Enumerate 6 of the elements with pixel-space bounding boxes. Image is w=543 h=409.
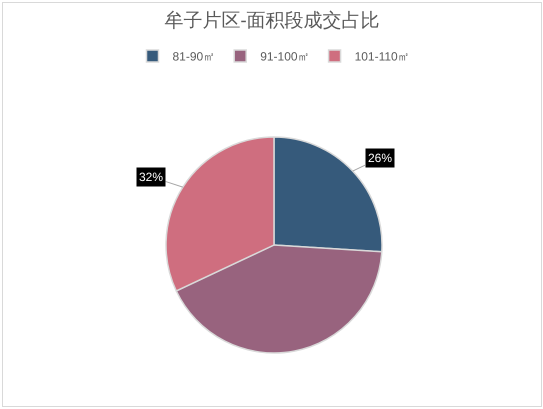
legend-label: 91-100㎡ bbox=[260, 50, 310, 64]
chart-title: 牟子片区-面积段成交占比 bbox=[164, 10, 380, 32]
legend-label: 101-110㎡ bbox=[354, 50, 410, 64]
data-label: 32% bbox=[139, 170, 164, 184]
legend-label: 81-90㎡ bbox=[172, 50, 216, 64]
data-label: 26% bbox=[368, 151, 392, 165]
